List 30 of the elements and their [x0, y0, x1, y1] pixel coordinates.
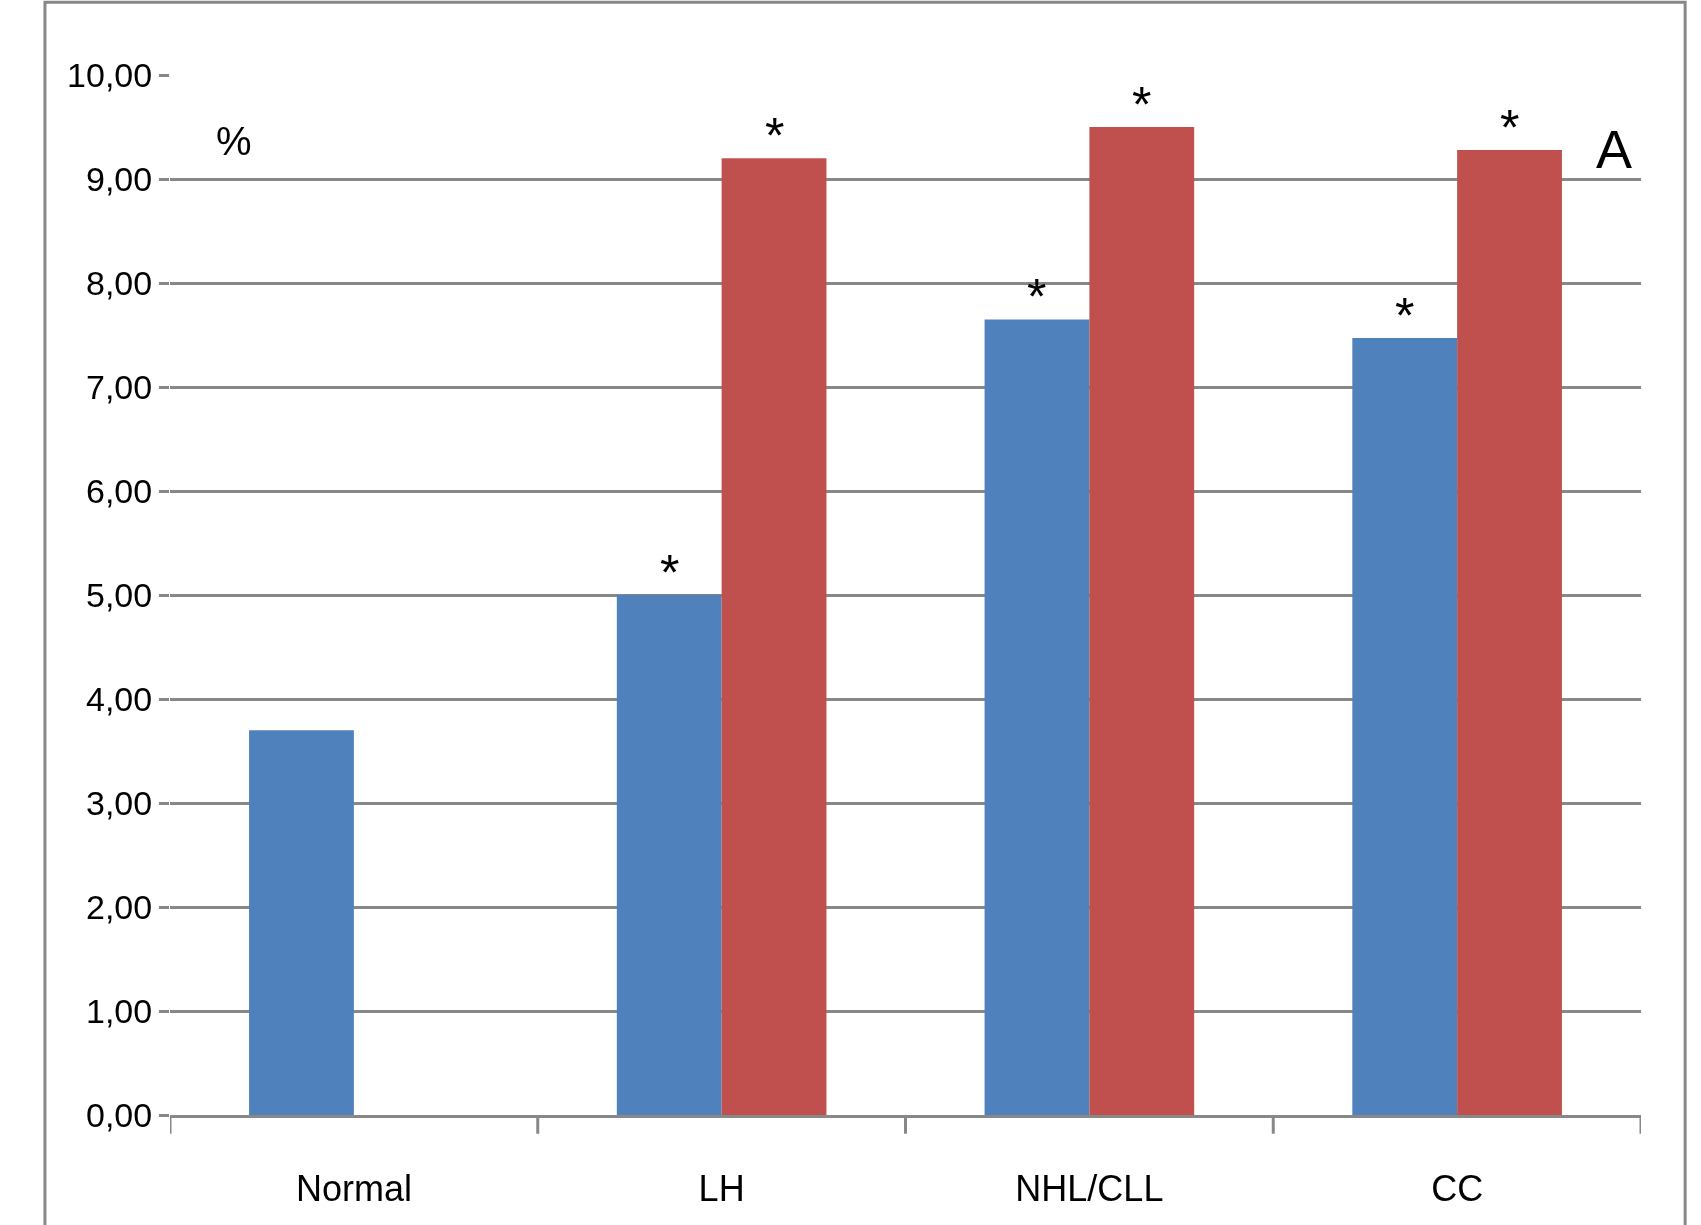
y-tick-label: 6,00 — [86, 471, 153, 510]
x-tick-label: NHL/CLL — [1015, 1168, 1164, 1210]
annotation: * — [765, 108, 785, 164]
bar — [721, 158, 827, 1115]
bar — [1089, 127, 1195, 1115]
bar — [249, 730, 354, 1115]
bar — [984, 319, 1090, 1115]
x-tick-label: CC — [1431, 1168, 1484, 1210]
y-tick-label: 7,00 — [86, 367, 153, 406]
annotation: * — [1132, 77, 1152, 133]
bar — [1352, 338, 1458, 1115]
annotation: % — [216, 119, 252, 163]
annotation: * — [1395, 288, 1415, 344]
y-tick-label: 0,00 — [86, 1095, 153, 1134]
bar — [616, 595, 722, 1115]
x-tick-label: LH — [698, 1168, 745, 1210]
annotation: * — [660, 545, 680, 601]
x-tick-label: Normal — [295, 1168, 412, 1210]
y-tick-label: 2,00 — [86, 887, 153, 926]
y-tick-label: 4,00 — [86, 679, 153, 718]
annotation: * — [1500, 100, 1520, 156]
y-tick-label: 9,00 — [86, 159, 153, 198]
y-tick-label: 10,00 — [67, 55, 153, 94]
bar — [1457, 149, 1562, 1115]
annotation: A — [1596, 119, 1633, 179]
y-tick-label: 3,00 — [86, 783, 153, 822]
annotation: * — [1027, 269, 1047, 325]
y-tick-label: 1,00 — [86, 991, 153, 1030]
y-tick-label: 8,00 — [86, 263, 153, 302]
y-tick-label: 5,00 — [86, 575, 153, 614]
